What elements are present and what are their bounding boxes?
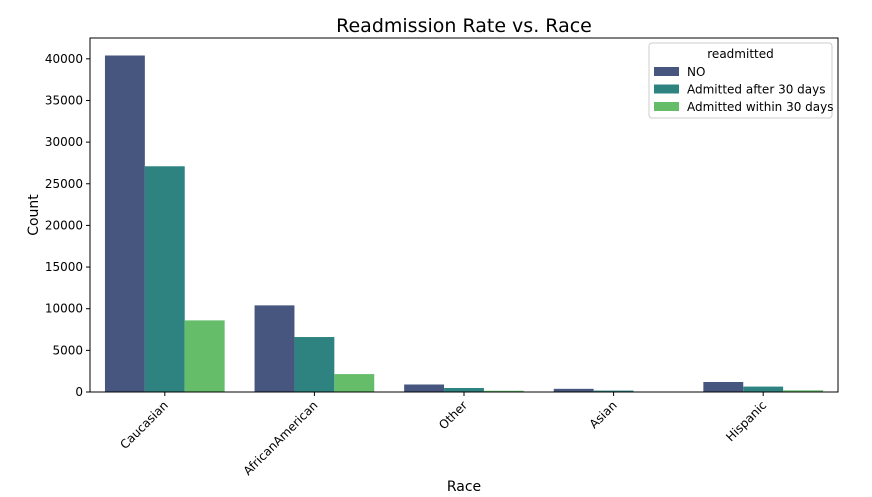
- bar-hispanic-series-0: [703, 382, 744, 392]
- y-tick-label: 30000: [45, 135, 83, 149]
- bar-caucasian-series-1: [144, 166, 185, 392]
- bars-group: [104, 55, 824, 393]
- legend-box: [648, 42, 833, 119]
- bar-caucasian-series-2: [184, 320, 225, 392]
- y-tick-label: 15000: [45, 260, 83, 274]
- bar-asian-series-1: [593, 390, 634, 392]
- legend-label-1: Admitted after 30 days: [687, 83, 825, 97]
- y-tick-label: 0: [75, 385, 83, 399]
- bar-other-series-2: [483, 390, 524, 392]
- legend-swatch-0: [654, 67, 679, 76]
- y-tick-label: 20000: [45, 218, 83, 232]
- x-tick-label-hispanic: Hispanic: [723, 398, 769, 444]
- y-tick-label: 35000: [45, 93, 83, 107]
- y-axis: 0 5000 10000 15000 20000 25000 30000 35000 40000: [45, 52, 90, 399]
- bar-other-series-0: [404, 384, 445, 392]
- y-tick-label: 25000: [45, 177, 83, 191]
- y-tick-label: 5000: [52, 343, 83, 357]
- bar-hispanic-series-1: [743, 386, 784, 392]
- bar-africanamerican-series-1: [294, 337, 335, 392]
- x-tick-label-africanamerican: AfricanAmerican: [241, 398, 321, 478]
- bar-caucasian-series-0: [104, 55, 145, 393]
- chart-title: Readmission Rate vs. Race: [336, 15, 592, 37]
- y-tick-label: 10000: [45, 302, 83, 316]
- legend-title: readmitted: [707, 47, 773, 61]
- bar-asian-series-0: [553, 388, 594, 392]
- bar-other-series-1: [444, 388, 484, 392]
- bar-africanamerican-series-0: [254, 305, 295, 392]
- bar-hispanic-series-2: [783, 390, 824, 392]
- y-tick-label: 40000: [45, 52, 83, 66]
- x-tick-label-asian: Asian: [587, 398, 620, 431]
- bar-africanamerican-series-2: [334, 374, 375, 392]
- legend-swatch-2: [654, 102, 679, 111]
- legend-swatch-1: [654, 84, 679, 94]
- legend-label-0: NO: [687, 65, 705, 79]
- x-axis: Caucasian AfricanAmerican Other Asian Hispan…: [117, 392, 769, 478]
- x-tick-label-other: Other: [436, 398, 470, 432]
- plot-frame: [89, 37, 839, 393]
- legend-label-2: Admitted within 30 days: [687, 100, 833, 114]
- y-axis-label: Count: [26, 194, 42, 236]
- x-tick-label-caucasian: Caucasian: [117, 398, 171, 452]
- x-axis-label: Race: [447, 479, 481, 495]
